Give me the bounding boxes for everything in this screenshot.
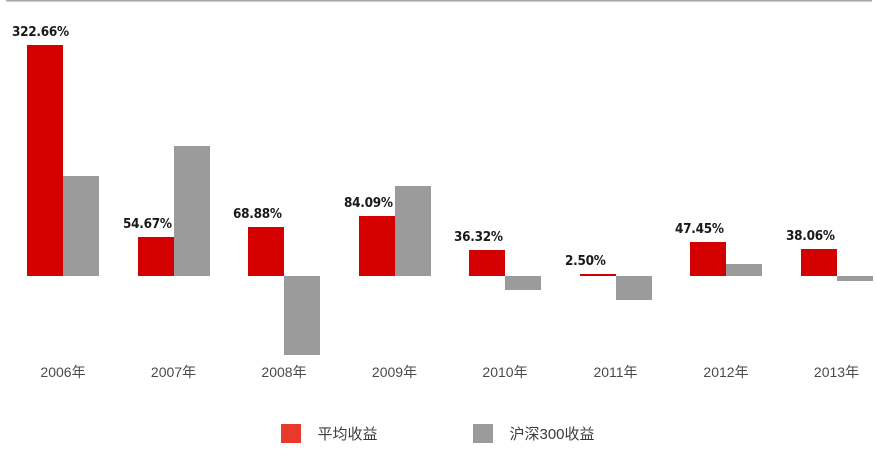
bar-平均收益-2013年[interactable] [800,248,837,276]
legend-label-average-return: 平均收益 [317,425,378,443]
bar-group: 47.45% [675,0,762,360]
bar-平均收益-2011年[interactable] [579,274,616,276]
x-tick-2013年: 2013年 [813,364,860,380]
x-tick-2007年: 2007年 [150,364,197,380]
bar-沪深300收益-2010年[interactable] [505,276,541,290]
bar-平均收益-2007年[interactable] [137,236,174,276]
bar-沪深300收益-2013年[interactable] [836,276,873,281]
bar-平均收益-2009年[interactable] [358,215,395,276]
data-label: 322.66% [12,24,69,40]
bar-group: 54.67% [123,0,210,360]
bar-沪深300收益-2012年[interactable] [726,263,762,276]
legend-item-csi300-return[interactable]: 沪深300收益 [473,423,595,444]
bar-沪深300收益-2011年[interactable] [615,276,652,300]
bar-平均收益-2012年[interactable] [690,242,726,276]
x-axis-tick-labels: 2006年 2007年 2008年 2009年 2010年 2011年 2012年 2013年 [0,362,876,392]
legend-label-csi300-return: 沪深300收益 [509,425,595,443]
data-label: 2.50% [564,254,606,270]
plot-area: 322.66% 54.67% 68.88% 84.09% 36.32% 2.50% 47.4… [6,0,873,360]
bar-group: 2.50% [565,0,652,360]
chart-legend: 平均收益 沪深300收益 [0,418,876,448]
bar-沪深300收益-2007年[interactable] [173,145,210,276]
bar-沪深300收益-2009年[interactable] [394,186,431,276]
x-tick-2008年: 2008年 [261,364,307,380]
bar-沪深300收益-2008年[interactable] [284,276,320,355]
bar-group: 36.32% [454,0,541,360]
x-tick-2012年: 2012年 [703,364,749,380]
bar-沪深300收益-2006年[interactable] [63,176,99,276]
data-label: 38.06% [785,228,835,244]
data-label: 68.88% [233,206,282,222]
x-tick-2009年: 2009年 [371,364,418,380]
bar-group: 68.88% [233,0,320,360]
bar-group: 84.09% [344,0,431,360]
bar-group: 322.66% [12,0,99,360]
legend-item-average-return[interactable]: 平均收益 [281,423,377,444]
legend-swatch-gray-icon [473,423,494,443]
zero-axis-line [6,0,872,2]
data-label: 47.45% [675,222,724,237]
bar-平均收益-2010年[interactable] [469,249,505,276]
data-label: 84.09% [343,195,393,211]
legend-swatch-red-icon [281,423,302,443]
data-label: 54.67% [122,216,172,232]
x-tick-2011年: 2011年 [593,364,638,380]
bar-平均收益-2008年[interactable] [248,226,284,276]
x-tick-2010年: 2010年 [482,364,528,380]
data-label: 36.32% [454,229,503,245]
bar-平均收益-2006年[interactable] [27,44,63,276]
x-tick-2006年: 2006年 [40,364,86,380]
bar-group: 38.06% [786,0,873,360]
